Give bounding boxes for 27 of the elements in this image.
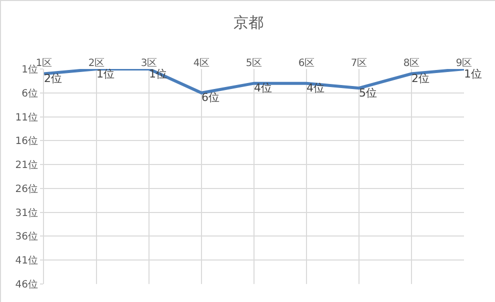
data-label: 2位: [412, 72, 430, 86]
data-label: 5位: [359, 86, 377, 100]
y-tick-label: 16位: [15, 135, 38, 148]
x-tick-label: 4区: [193, 58, 210, 69]
x-tick-label: 3区: [140, 58, 158, 69]
x-tick-label: 2区: [88, 58, 105, 69]
y-tick-label: 26位: [15, 182, 38, 195]
chart-title: 京都: [234, 13, 264, 32]
y-tick-label: 46位: [15, 278, 38, 290]
y-tick-label: 36位: [15, 230, 38, 243]
y-tick-label: 6位: [22, 87, 38, 100]
data-label: 1位: [464, 67, 482, 80]
x-tick-label: 8区: [403, 58, 420, 69]
y-tick-label: 1位: [22, 64, 38, 76]
x-tick-label: 9区: [456, 58, 472, 69]
y-tick-label: 41位: [15, 254, 38, 267]
x-tick-label: 5区: [246, 58, 262, 69]
y-tick-label: 31位: [15, 206, 38, 219]
x-tick-label: 7区: [350, 58, 368, 69]
data-label: 4位: [254, 82, 272, 95]
x-tick-label: 1区: [36, 58, 52, 69]
data-label: 6位: [202, 91, 220, 104]
data-label: 2位: [44, 72, 62, 86]
y-tick-label: 21位: [15, 159, 38, 172]
y-tick-label: 11位: [15, 111, 38, 124]
data-label: 1位: [96, 67, 114, 80]
x-tick-label: 6区: [298, 58, 315, 69]
